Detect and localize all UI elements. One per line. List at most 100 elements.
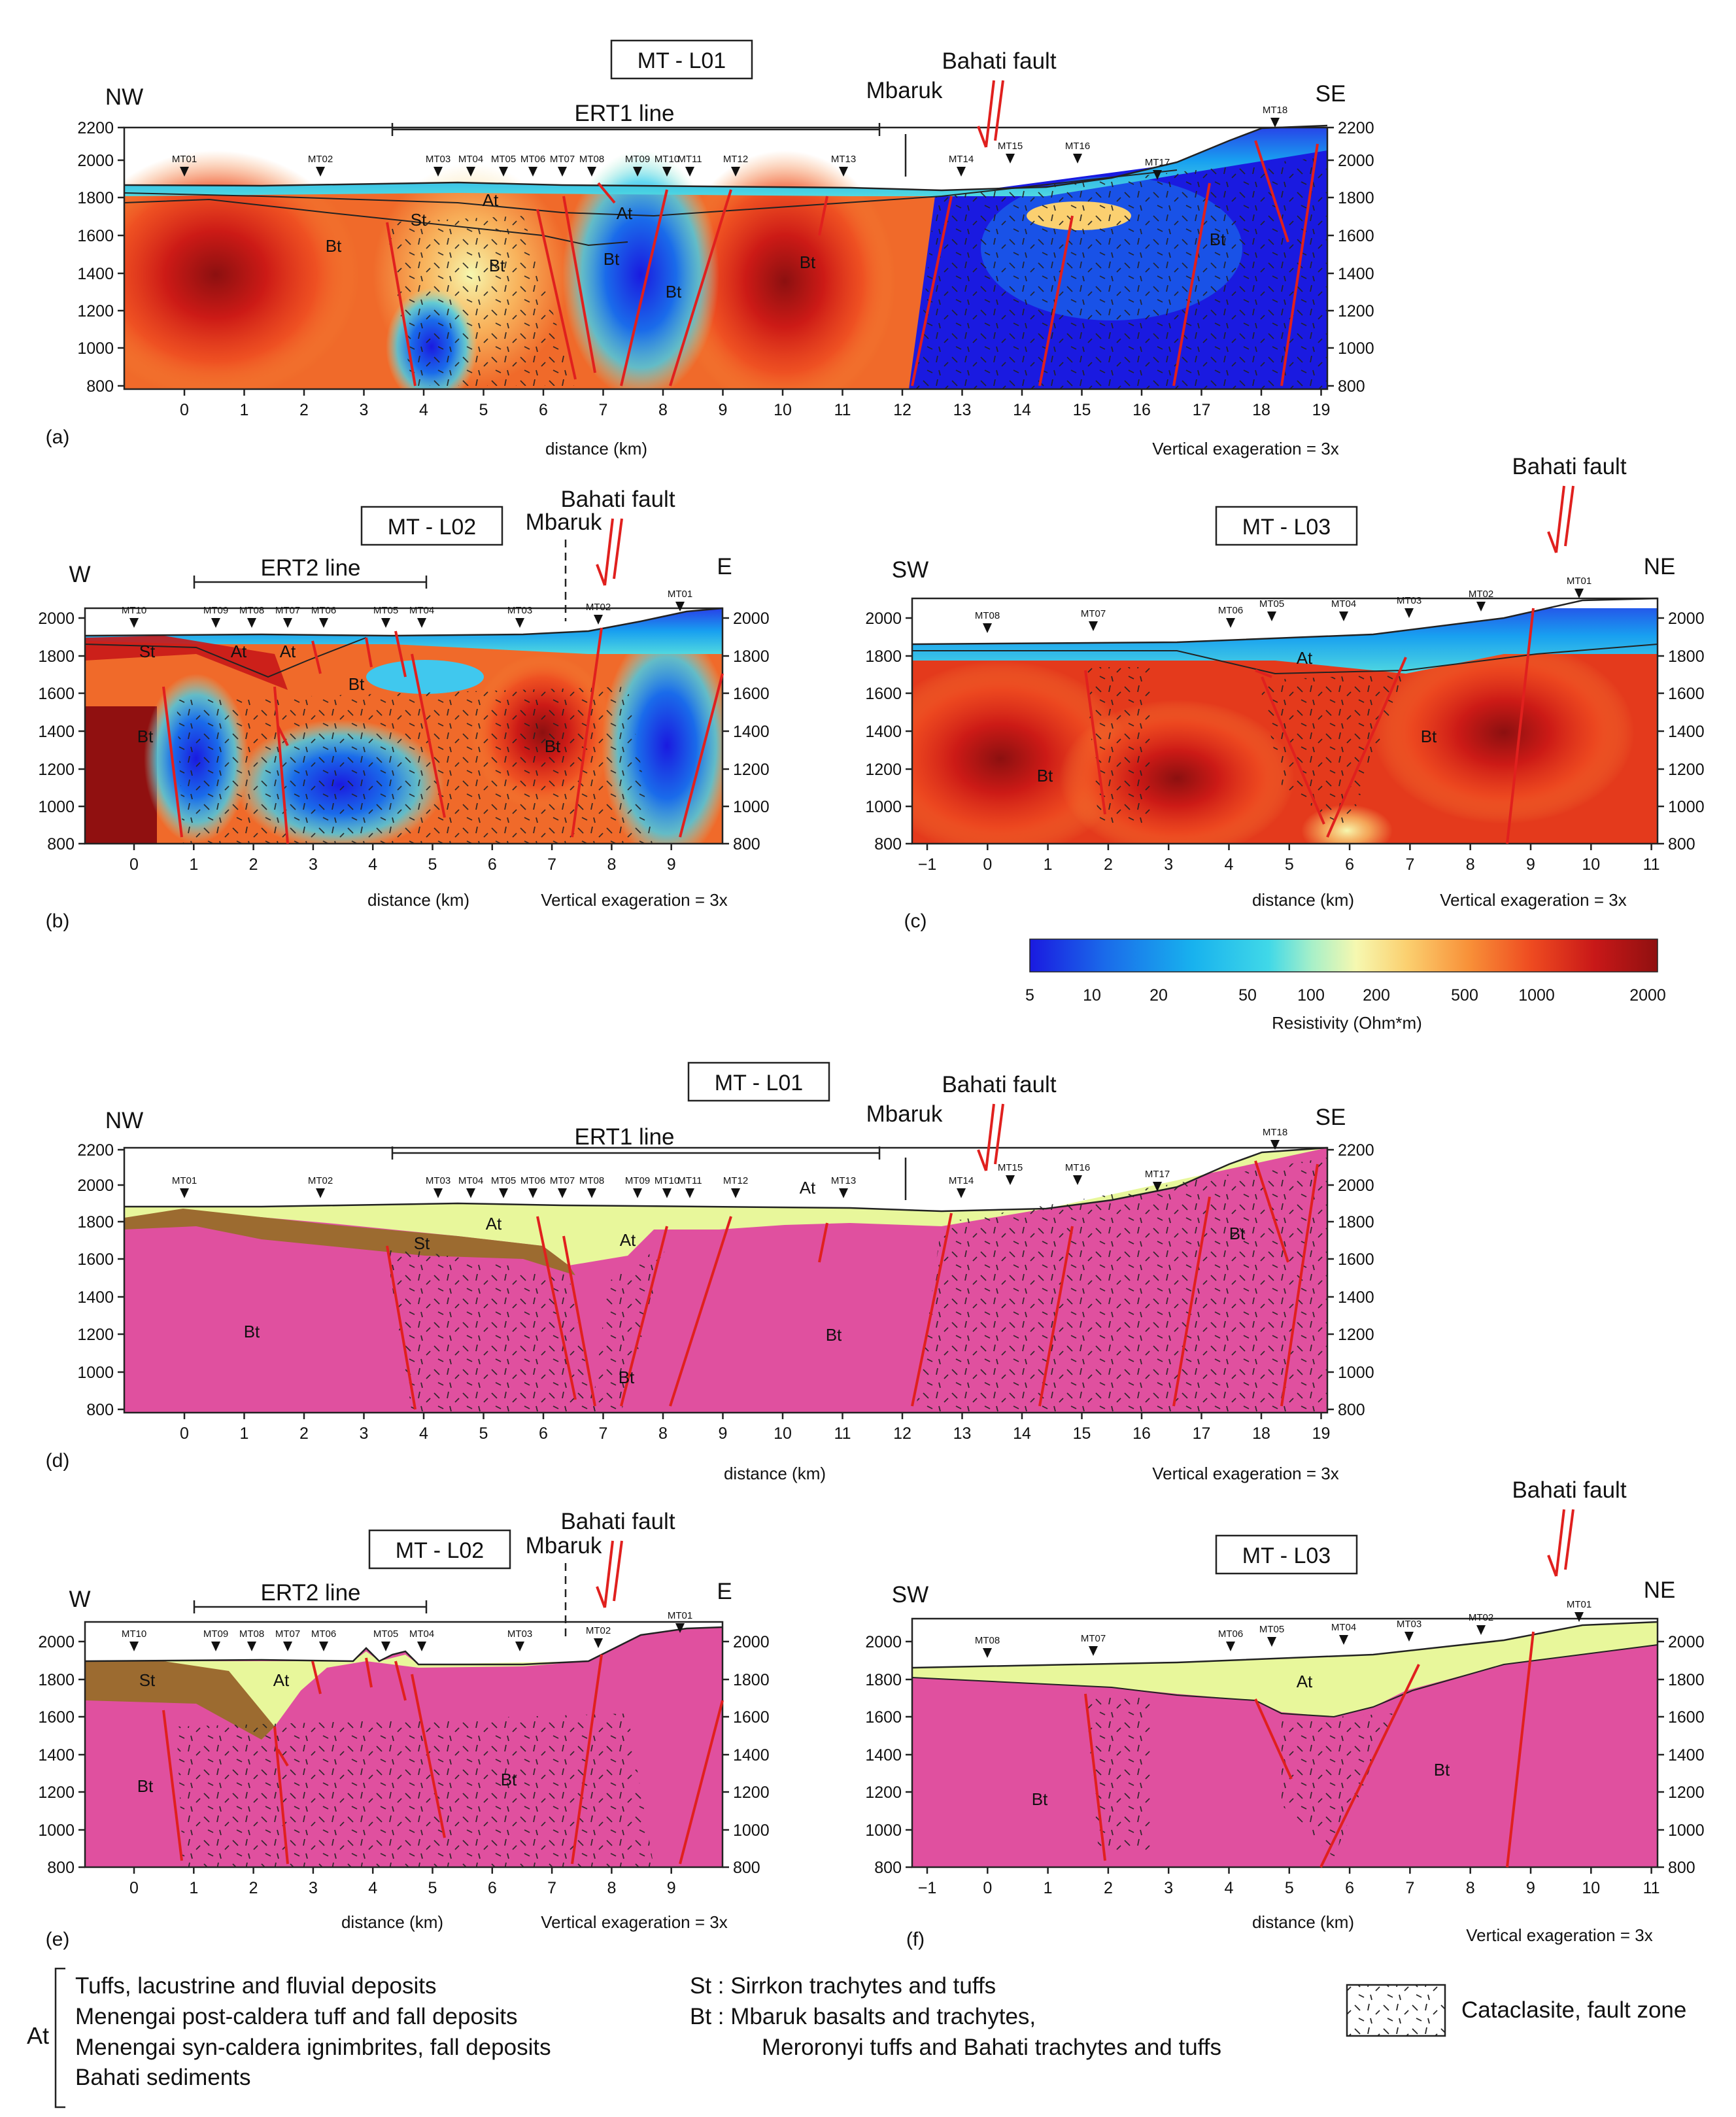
x-tick-label: 3 <box>360 401 369 419</box>
station-label: MT08 <box>579 154 604 165</box>
section-title-box <box>687 1061 830 1102</box>
x-tick-label: 8 <box>658 401 668 419</box>
unit-label: Bt <box>1037 766 1053 785</box>
cataclasite-zone <box>592 1243 667 1413</box>
station-label: MT02 <box>308 1175 333 1186</box>
elev-label-left: 1400 <box>77 265 114 283</box>
cataclasite-zone <box>1085 1694 1151 1851</box>
x-tick-label: 1 <box>1044 1879 1053 1897</box>
x-tick-label: 17 <box>1193 1424 1211 1443</box>
elev-label-right: 800 <box>1668 1859 1695 1877</box>
ert-line-label: ERT1 line <box>574 1124 674 1150</box>
station-triangle <box>675 602 685 611</box>
elev-label-left: 1400 <box>865 1746 902 1764</box>
fault-line <box>571 627 603 838</box>
x-tick-label: 5 <box>479 401 488 419</box>
fault-line <box>562 1235 596 1407</box>
x-tick-label: 0 <box>129 855 139 874</box>
ert-line-label: ERT2 line <box>260 555 360 581</box>
section-frame <box>123 126 1329 390</box>
unit-label: At <box>483 190 499 210</box>
elev-label-right: 1800 <box>1668 1671 1705 1689</box>
elev-label-right: 1600 <box>1668 685 1705 703</box>
station-label: MT05 <box>491 154 516 165</box>
station-label: MT07 <box>1081 1633 1106 1644</box>
unit-label: Bt <box>666 282 682 301</box>
station-triangle <box>1574 589 1584 598</box>
elev-label-right: 1000 <box>1668 798 1705 816</box>
station-triangle <box>319 1642 328 1651</box>
elev-label-right: 2000 <box>1338 1177 1374 1195</box>
fault-line <box>536 209 577 380</box>
elev-label-right: 1200 <box>1338 302 1374 320</box>
legend: At Tuffs, lacustrine and fluvial deposits… <box>27 1967 1686 2108</box>
at-layer-image <box>912 608 1658 674</box>
station-triangle <box>129 618 139 628</box>
station-triangle <box>731 167 740 177</box>
section-title-box <box>610 39 753 80</box>
station-triangle <box>1404 608 1414 618</box>
station-triangle <box>283 1642 292 1651</box>
elev-label-left: 1600 <box>77 227 114 245</box>
station-triangle <box>499 1188 508 1198</box>
x-tick-label: 11 <box>1643 855 1660 874</box>
station-triangle <box>129 1642 139 1651</box>
resistive-anomaly <box>1373 641 1635 824</box>
fault-line <box>571 1654 603 1865</box>
x-tick-label: 12 <box>893 401 911 419</box>
section-frame <box>911 597 1659 845</box>
elev-label-left: 1600 <box>865 685 902 703</box>
station-label: MT03 <box>507 605 532 616</box>
unit-label: Bt <box>826 1325 842 1345</box>
fault-line <box>277 725 289 746</box>
section-title-box <box>1215 506 1358 546</box>
x-tick-label: 10 <box>774 1424 792 1443</box>
elev-label-right: 1400 <box>1668 1746 1705 1764</box>
topography <box>911 597 1658 645</box>
station-label: MT03 <box>1397 595 1421 606</box>
elev-label-right: 1800 <box>1338 1213 1374 1231</box>
legend-at-abbrev: At <box>27 2022 49 2049</box>
elev-label-left: 2000 <box>38 1633 75 1651</box>
station-label: MT01 <box>1567 576 1591 587</box>
fault-line <box>562 196 596 373</box>
elev-label-left: 2000 <box>77 152 114 170</box>
station-label: MT10 <box>122 605 146 616</box>
distance-axis-label: distance (km) <box>545 439 647 458</box>
station-triangle <box>675 1623 685 1633</box>
unit-label: Bt <box>800 252 816 272</box>
at-unit <box>912 1622 1658 1717</box>
x-tick-label: 13 <box>953 1424 972 1443</box>
fault-line <box>1254 140 1289 243</box>
station-triangle <box>1267 611 1276 621</box>
station-triangle <box>957 167 966 177</box>
station-label: MT15 <box>998 1162 1023 1173</box>
fault-line <box>311 640 322 674</box>
elev-label-right: 2000 <box>733 1633 770 1651</box>
x-tick-label: 10 <box>1582 1879 1600 1897</box>
x-tick-label: 11 <box>834 401 851 419</box>
station-triangle <box>1089 621 1098 631</box>
station-triangle <box>1574 1612 1584 1622</box>
elev-label-right: 1200 <box>1668 1783 1705 1802</box>
fault-line <box>1261 676 1286 733</box>
station-label: MT17 <box>1145 157 1170 168</box>
fault-line <box>273 1726 289 1865</box>
fault-line <box>1506 608 1535 844</box>
station-label: MT03 <box>1397 1619 1421 1630</box>
x-tick-label: 2 <box>299 1424 309 1443</box>
section-title: MT - L03 <box>1242 1543 1331 1568</box>
elev-label-left: 1000 <box>77 1364 114 1382</box>
x-tick-label: 9 <box>667 855 676 874</box>
direction-left: NW <box>105 84 143 110</box>
fault-line <box>818 1222 828 1263</box>
x-tick-label: 5 <box>1285 855 1294 874</box>
fault-line <box>1038 215 1074 387</box>
elev-label-right: 800 <box>1338 377 1365 396</box>
unit-label: At <box>486 1214 502 1233</box>
station-triangle <box>1153 1182 1162 1192</box>
station-triangle <box>1226 1642 1235 1651</box>
station-label: MT14 <box>949 154 974 165</box>
station-triangle <box>957 1188 966 1198</box>
station-triangle <box>685 167 694 177</box>
